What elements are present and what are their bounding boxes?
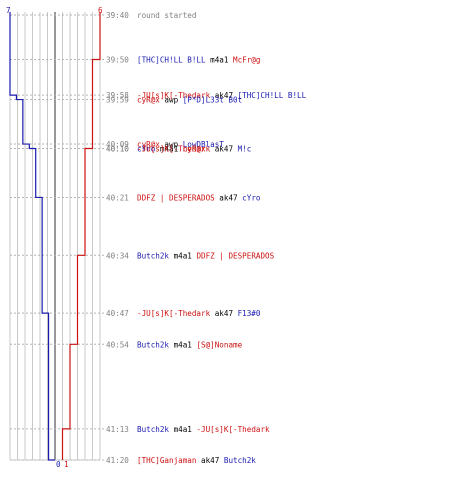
event-part: cyR@x [183, 145, 206, 154]
event-part: awp [160, 96, 183, 105]
event-message: [THC]CH!LL B!LL m4a1 McFr@g [137, 56, 260, 65]
event-time: 41:13 [106, 425, 129, 434]
event-part: LowDBlasT [183, 140, 225, 149]
event-part: ak47 [215, 193, 242, 202]
event-message: [THC]Ganjaman ak47 Butch2k [137, 456, 256, 465]
event-part: m4a1 [169, 251, 196, 260]
event-part: ak47 [196, 456, 223, 465]
event-message: Butch2k m4a1 -JU[s]K[-Thedark [137, 425, 270, 434]
event-time: 39:50 [106, 56, 129, 65]
event-time: 39:40 [106, 11, 129, 20]
event-part: m4a1 [169, 340, 196, 349]
event-guides [10, 14, 104, 461]
event-part: [THC]CH!LL B!LL [137, 56, 206, 65]
event-part: ak47 [210, 309, 237, 318]
event-part: cyR@x [137, 140, 160, 149]
event-part: round started [137, 11, 196, 20]
event-message: -JU[s]K[-Thedark ak47 [THC]CH!LL B!LL [137, 91, 307, 100]
event-time: 40:10 [106, 145, 129, 154]
event-part: DDFZ | DESPERADOS [196, 251, 274, 260]
event-part: cYro [242, 193, 261, 202]
event-part: [THC]Ganjaman [137, 456, 196, 465]
event-message: -JU[s]K[-Thedark ak47 F13#0 [137, 309, 261, 318]
event-message: Butch2k m4a1 [S@]Noname [137, 340, 243, 349]
event-time: 40:10 [106, 145, 129, 154]
event-part: [S@]Noname [196, 340, 242, 349]
event-time: 39:59 [106, 96, 129, 105]
red-start-count: 6 [98, 6, 103, 15]
grid [9, 12, 101, 461]
event-time: 40:21 [106, 193, 129, 202]
event-part: Butch2k [224, 456, 256, 465]
event-part: M!c [238, 145, 252, 154]
team-counts: 7 6 0 1 [6, 6, 103, 469]
event-part: McFr@g [233, 56, 260, 65]
event-part: [THC]CH!LL B!LL [238, 91, 307, 100]
event-message: cYro m4a1 cyR@x [137, 145, 206, 154]
event-part: Butch2k [137, 251, 169, 260]
event-message: cyR@x awp [P*D]L33t B0t [137, 96, 242, 105]
event-part: ak47 [210, 91, 237, 100]
event-message: round started [137, 11, 196, 20]
event-part: m4a1 [169, 425, 196, 434]
event-message: DDFZ | DESPERADOS ak47 cYro [137, 193, 261, 202]
event-time: 40:54 [106, 340, 129, 349]
red-end-count: 1 [64, 460, 69, 469]
event-part: -JU[s]K[-Thedark [137, 145, 211, 154]
event-time: 40:09 [106, 140, 129, 149]
event-part: cyR@x [137, 96, 160, 105]
event-time: 41:20 [106, 456, 129, 465]
event-message: -JU[s]K[-Thedark ak47 M!c [137, 145, 251, 154]
event-part: [P*D]L33t B0t [183, 96, 242, 105]
event-time: 40:47 [106, 309, 129, 318]
event-part: m4a1 [155, 145, 182, 154]
event-time: 40:34 [106, 251, 129, 260]
blue-start-count: 7 [6, 6, 11, 15]
event-part: -JU[s]K[-Thedark [137, 309, 211, 318]
event-part: m4a1 [206, 56, 233, 65]
red-team-line [61, 12, 101, 460]
event-part: Butch2k [137, 340, 169, 349]
event-message: Butch2k m4a1 DDFZ | DESPERADOS [137, 251, 275, 260]
blue-end-count: 0 [56, 460, 61, 469]
event-part: awp [160, 140, 183, 149]
event-log: 39:40 round started 39:50 [THC]CH!LL B!LL m… [106, 11, 307, 465]
event-part: ak47 [210, 145, 237, 154]
series-lines [9, 12, 101, 461]
blue-team-line [9, 12, 55, 461]
event-part: -JU[s]K[-Thedark [137, 91, 211, 100]
event-part: DDFZ | DESPERADOS [137, 193, 215, 202]
event-part: -JU[s]K[-Thedark [196, 425, 270, 434]
event-part: cYro [137, 145, 156, 154]
event-part: Butch2k [137, 425, 169, 434]
event-time: 39:58 [106, 91, 129, 100]
event-part: F13#0 [238, 309, 261, 318]
event-message: cyR@x awp LowDBlasT [137, 140, 224, 149]
